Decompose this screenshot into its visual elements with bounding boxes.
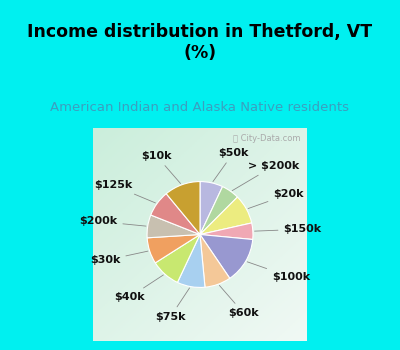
Text: $60k: $60k [220,285,259,318]
Wedge shape [200,223,253,239]
Wedge shape [200,182,222,234]
Wedge shape [166,182,200,234]
Text: $75k: $75k [155,288,190,322]
Wedge shape [200,197,252,234]
Wedge shape [200,234,253,278]
Text: $50k: $50k [213,148,249,182]
Wedge shape [147,215,200,238]
Text: $200k: $200k [79,216,146,226]
Text: $40k: $40k [114,275,163,302]
Wedge shape [200,234,230,287]
Text: $150k: $150k [254,224,322,234]
Text: American Indian and Alaska Native residents: American Indian and Alaska Native reside… [50,101,350,114]
Text: $100k: $100k [247,262,310,282]
Wedge shape [178,234,205,287]
Text: Income distribution in Thetford, VT
(%): Income distribution in Thetford, VT (%) [28,23,372,62]
Wedge shape [200,187,238,234]
Text: $20k: $20k [248,189,304,209]
Text: $10k: $10k [141,151,180,184]
Wedge shape [147,234,200,263]
Text: ⓘ City-Data.com: ⓘ City-Data.com [233,134,300,143]
Wedge shape [155,234,200,282]
Wedge shape [151,194,200,234]
Text: $125k: $125k [94,180,156,203]
Text: > $200k: > $200k [232,161,299,191]
Text: $30k: $30k [90,251,148,265]
